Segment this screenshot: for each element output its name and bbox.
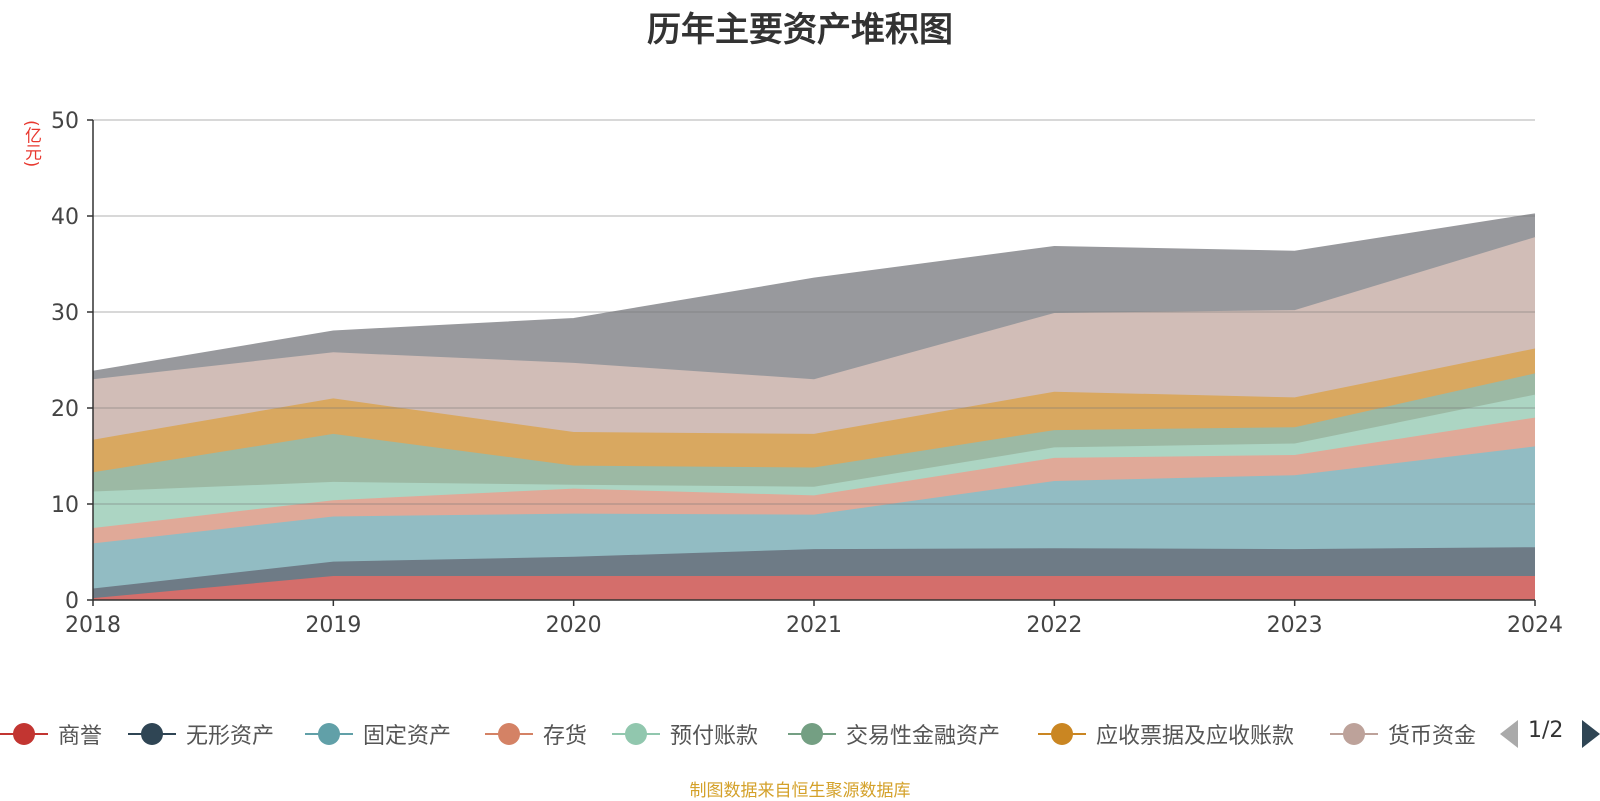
y-tick-label: 30	[51, 301, 79, 326]
x-tick-label: 2019	[305, 613, 361, 638]
series-area-3	[93, 417, 1535, 544]
legend-item-receivables[interactable]: 应收票据及应收账款	[1038, 714, 1294, 754]
legend-item-trading-financial-assets[interactable]: 交易性金融资产	[788, 714, 1000, 754]
legend-item-intangible-assets[interactable]: 无形资产	[128, 714, 274, 754]
legend-label: 货币资金	[1388, 724, 1477, 749]
legend-item-fixed-assets[interactable]: 固定资产	[305, 714, 451, 754]
series-area-5	[93, 373, 1535, 492]
data-source-note: 制图数据来自恒生聚源数据库	[689, 781, 911, 801]
x-tick-label: 2020	[546, 613, 602, 638]
legend-item-inventory[interactable]: 存货	[485, 714, 587, 754]
legend-item-prepayments[interactable]: 预付账款	[612, 714, 758, 754]
legend-label: 存货	[543, 724, 588, 749]
x-tick-label: 2021	[786, 613, 842, 638]
y-tick-label: 20	[51, 397, 79, 422]
legend-item-goodwill[interactable]: 商誉	[0, 714, 102, 754]
legend-label: 交易性金融资产	[846, 724, 1001, 749]
y-tick-label: 40	[51, 205, 79, 230]
legend-prev-page-icon[interactable]	[1500, 720, 1518, 748]
y-tick-label: 50	[51, 109, 79, 134]
legend-marker-icon	[305, 714, 353, 754]
legend-label: 固定资产	[363, 724, 452, 749]
series-area-0	[93, 576, 1535, 600]
legend-pager: 1/2	[1500, 714, 1600, 754]
y-tick-label: 0	[65, 589, 79, 614]
legend: 商誉 无形资产 固定资产 存货 预付账款 交易性金融资产 应收票据及应收账款 货…	[0, 714, 1600, 754]
x-tick-label: 2022	[1026, 613, 1082, 638]
y-tick-label: 10	[51, 493, 79, 518]
legend-label: 无形资产	[186, 724, 275, 749]
series-area-8	[93, 214, 1535, 380]
legend-clip: 货币资金	[1330, 714, 1480, 754]
series-area-2	[93, 446, 1535, 589]
legend-marker-icon	[1330, 714, 1378, 754]
series-area-6	[93, 348, 1535, 473]
legend-marker-icon	[612, 714, 660, 754]
x-tick-label: 2018	[65, 613, 121, 638]
x-tick-label: 2023	[1267, 613, 1323, 638]
legend-label: 预付账款	[670, 724, 759, 749]
legend-label: 商誉	[58, 724, 103, 749]
legend-marker-icon	[0, 714, 48, 754]
legend-marker-icon	[788, 714, 836, 754]
legend-next-page-icon[interactable]	[1582, 720, 1600, 748]
x-tick-label: 2024	[1507, 613, 1563, 638]
legend-marker-icon	[128, 714, 176, 754]
legend-page-indicator: 1/2	[1528, 718, 1564, 743]
legend-marker-icon	[485, 714, 533, 754]
y-axis-unit: (亿元)	[21, 120, 41, 168]
legend-label: 应收票据及应收账款	[1096, 724, 1295, 749]
chart-title: 历年主要资产堆积图	[647, 10, 953, 50]
series-line-8	[92, 213, 1536, 373]
legend-marker-icon	[1038, 714, 1086, 754]
series-area-7	[93, 237, 1535, 440]
legend-item-cash[interactable]: 货币资金	[1330, 714, 1476, 754]
